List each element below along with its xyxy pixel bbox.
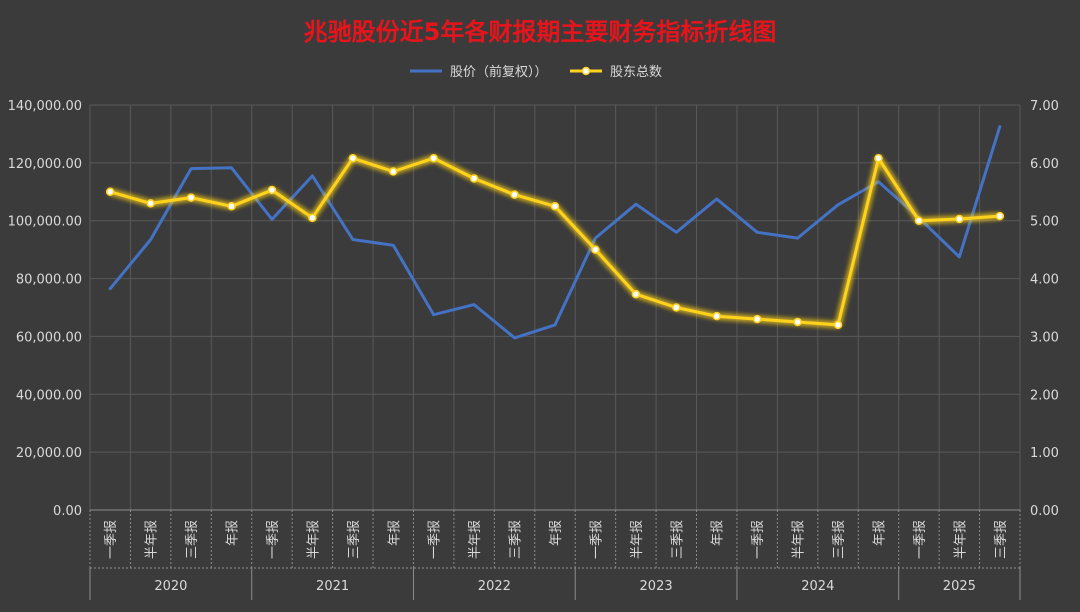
data-point	[309, 214, 316, 221]
x-tick-label: 年报	[549, 520, 564, 546]
left-y-tick-label: 0.00	[53, 504, 82, 519]
data-point	[754, 316, 761, 323]
x-tick-label: 一季报	[913, 520, 928, 559]
x-tick-label: 半年报	[468, 520, 483, 559]
year-label: 2021	[316, 579, 349, 594]
x-tick-label: 三季报	[347, 520, 362, 559]
year-label: 2023	[640, 579, 673, 594]
series-0	[110, 127, 1000, 338]
data-point	[835, 321, 842, 328]
data-point	[915, 217, 922, 224]
left-y-tick-label: 100,000.00	[8, 215, 82, 230]
x-tick-label: 半年报	[953, 520, 968, 559]
data-point	[713, 313, 720, 320]
left-y-tick-label: 60,000.00	[16, 330, 82, 345]
data-point	[956, 215, 963, 222]
x-tick-label: 一季报	[751, 520, 766, 559]
x-tick-label: 半年报	[792, 520, 807, 559]
x-tick-label: 三季报	[994, 520, 1009, 559]
legend-item: 股东总数	[570, 65, 662, 80]
x-tick-label: 一季报	[589, 520, 604, 559]
data-point	[471, 175, 478, 182]
right-y-tick-label: 4.00	[1030, 273, 1059, 288]
x-tick-label: 半年报	[306, 520, 321, 559]
data-point	[188, 194, 195, 201]
legend-label: 股东总数	[610, 65, 662, 80]
x-tick-label: 年报	[872, 520, 887, 546]
data-point	[592, 246, 599, 253]
left-y-axis: 0.00 20,000.00 40,000.00 60,000.00 80,000.00…	[8, 99, 82, 519]
data-point	[794, 318, 801, 325]
data-point	[107, 188, 114, 195]
left-y-tick-label: 20,000.00	[16, 446, 82, 461]
x-tick-label: 年报	[387, 520, 402, 546]
legend-marker	[583, 68, 590, 75]
right-y-tick-label: 5.00	[1030, 215, 1059, 230]
data-point	[268, 187, 275, 194]
data-point	[147, 200, 154, 207]
data-point	[632, 291, 639, 298]
right-y-tick-label: 1.00	[1030, 446, 1059, 461]
left-y-tick-label: 80,000.00	[16, 273, 82, 288]
right-y-axis: 0.00 1.00 2.00 3.00 4.00 5.00 6.00 7.00	[1030, 99, 1059, 519]
year-label: 2025	[943, 579, 976, 594]
left-y-tick-label: 40,000.00	[16, 388, 82, 403]
x-tick-label: 三季报	[832, 520, 847, 559]
x-tick-label: 三季报	[670, 520, 685, 559]
data-point	[875, 155, 882, 162]
x-tick-label: 一季报	[428, 520, 443, 559]
x-tick-label: 年报	[226, 520, 241, 546]
data-point	[390, 168, 397, 175]
data-point	[673, 304, 680, 311]
chart-legend: 股价（前复权）） 股东总数	[410, 64, 662, 80]
x-tick-label: 年报	[711, 520, 726, 546]
x-tick-label: 一季报	[104, 520, 119, 559]
x-tick-label: 三季报	[185, 520, 200, 559]
legend-item: 股价（前复权））	[410, 64, 548, 80]
data-point	[996, 213, 1003, 220]
right-y-tick-label: 2.00	[1030, 388, 1059, 403]
x-tick-label: 三季报	[509, 520, 524, 559]
data-point	[430, 155, 437, 162]
data-point	[552, 203, 559, 210]
chart-title: 兆驰股份近5年各财报期主要财务指标折线图	[304, 18, 777, 46]
x-tick-label: 半年报	[630, 520, 645, 559]
left-y-tick-label: 120,000.00	[8, 157, 82, 172]
left-y-tick-label: 140,000.00	[8, 99, 82, 114]
year-label: 2024	[801, 579, 834, 594]
x-tick-label: 一季报	[266, 520, 281, 559]
x-tick-label: 半年报	[145, 520, 160, 559]
series-line	[110, 127, 1000, 338]
year-label: 2020	[154, 579, 187, 594]
x-axis: 一季报 半年报 三季报 年报 一季报 半年报 三季报 年报 一季报 半年报 三季报 年报 一季报 半年报 三…	[90, 510, 1020, 600]
series-layer	[107, 127, 1004, 338]
right-y-tick-label: 7.00	[1030, 99, 1059, 114]
data-point	[228, 203, 235, 210]
data-point	[511, 191, 518, 198]
right-y-tick-label: 3.00	[1030, 330, 1059, 345]
legend-label: 股价（前复权））	[450, 64, 548, 80]
year-label: 2022	[478, 579, 511, 594]
right-y-tick-label: 0.00	[1030, 504, 1059, 519]
grid-lines	[90, 105, 1020, 510]
data-point	[349, 155, 356, 162]
right-y-tick-label: 6.00	[1030, 157, 1059, 172]
